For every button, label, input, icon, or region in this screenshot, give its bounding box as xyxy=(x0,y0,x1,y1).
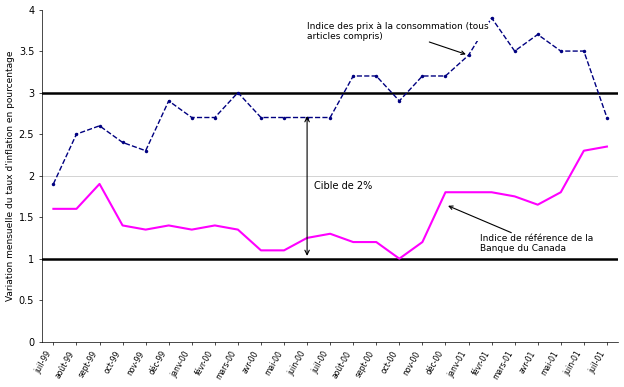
Text: Indice des prix à la consommation (tous
articles compris): Indice des prix à la consommation (tous … xyxy=(307,22,489,55)
Text: Cible de 2%: Cible de 2% xyxy=(314,182,373,192)
Y-axis label: Variation mensuelle du taux d'inflation en pourcentage: Variation mensuelle du taux d'inflation … xyxy=(6,50,14,301)
Text: Indice de référence de la
Banque du Canada: Indice de référence de la Banque du Cana… xyxy=(449,206,593,253)
